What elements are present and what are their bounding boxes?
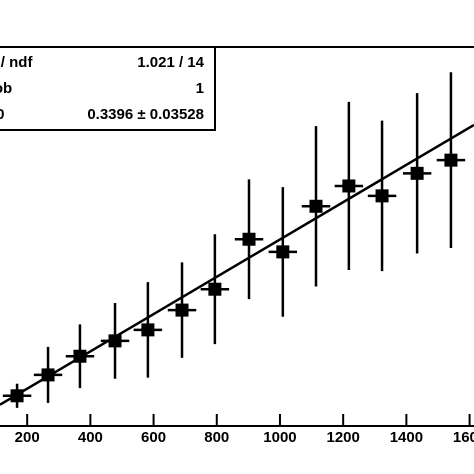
x-tick-label: 1400: [390, 429, 423, 446]
marker: [41, 368, 55, 382]
marker: [141, 323, 155, 337]
marker: [410, 166, 424, 180]
x-tick-label: 200: [15, 429, 40, 446]
marker: [309, 199, 323, 213]
stats-label: χ² / ndf: [0, 54, 33, 71]
marker: [10, 389, 24, 403]
x-tick-label: 600: [141, 429, 166, 446]
marker: [342, 179, 356, 193]
marker: [73, 349, 87, 363]
stats-label: p0: [0, 106, 5, 123]
stats-box: χ² / ndf 1.021 / 14 Prob 1 p0 0.3396 ± 0.0352…: [0, 46, 216, 131]
marker: [108, 334, 122, 348]
x-tick-label: 1600: [453, 429, 474, 446]
stats-value: 0.3396 ± 0.03528: [87, 106, 204, 123]
marker: [276, 245, 290, 259]
stats-frame: [0, 46, 216, 131]
x-tick-label: 400: [78, 429, 103, 446]
stats-value: 1: [196, 80, 204, 97]
marker: [375, 189, 389, 203]
x-tick-label: 1000: [263, 429, 296, 446]
stats-label: Prob: [0, 80, 12, 97]
plot-frame: [0, 46, 474, 427]
x-tick-label: 800: [204, 429, 229, 446]
marker: [208, 282, 222, 296]
marker: [444, 153, 458, 167]
marker: [175, 303, 189, 317]
fit-line: [0, 123, 474, 406]
marker: [242, 232, 256, 246]
x-tick-label: 1200: [326, 429, 359, 446]
stats-value: 1.021 / 14: [137, 54, 204, 71]
